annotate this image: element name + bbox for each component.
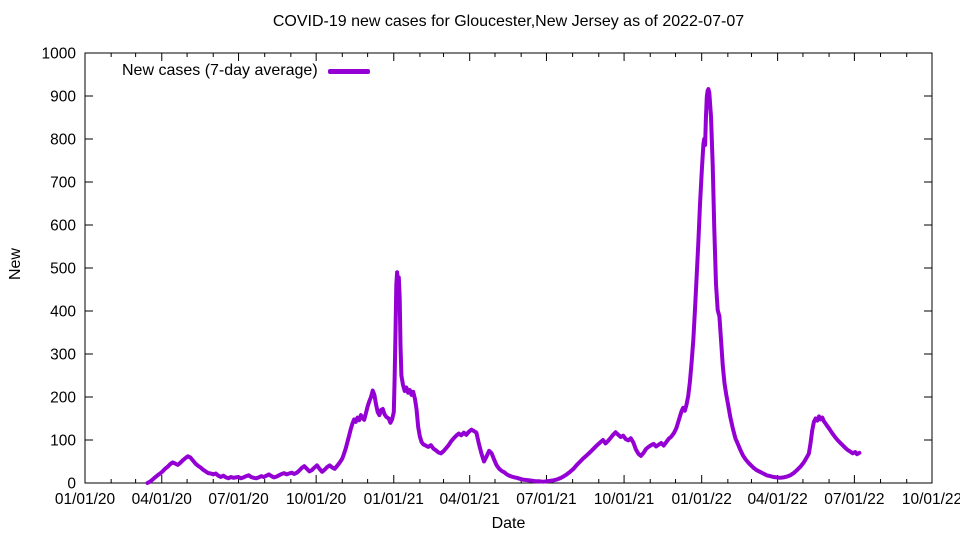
x-axis-title: Date	[491, 515, 526, 532]
x-tick-label: 04/01/20	[132, 491, 193, 508]
x-tick-label: 01/01/20	[55, 491, 116, 508]
chart-title: COVID-19 new cases for Gloucester,New Je…	[272, 13, 745, 30]
y-tick-label: 400	[50, 304, 76, 321]
x-tick-label: 01/01/22	[672, 491, 732, 508]
y-tick-label: 500	[50, 261, 76, 278]
series-line-new-cases	[145, 87, 862, 485]
x-tick-label: 01/01/21	[364, 491, 424, 508]
legend: New cases (7-day average)	[122, 62, 370, 80]
y-tick-label: 1000	[42, 46, 77, 63]
legend-line-swatch	[327, 68, 370, 74]
y-axis-title: New	[7, 248, 24, 281]
plot-border	[84, 52, 933, 484]
y-tick-label: 100	[50, 433, 76, 450]
x-tick-label: 10/01/21	[594, 491, 654, 508]
x-tick-label: 07/01/20	[208, 491, 269, 508]
x-tick-label: 04/01/21	[440, 491, 500, 508]
x-tick-label: 07/01/21	[516, 491, 576, 508]
y-tick-label: 600	[50, 218, 76, 235]
y-tick-label: 200	[50, 390, 76, 407]
y-tick-label: 800	[50, 132, 76, 149]
y-tick-label: 900	[50, 89, 76, 106]
x-tick-label: 04/01/22	[747, 491, 807, 508]
x-tick-label: 07/01/22	[824, 491, 884, 508]
y-tick-label: 300	[50, 347, 76, 364]
legend-label: New cases (7-day average)	[122, 62, 318, 79]
y-tick-label: 0	[67, 476, 76, 493]
x-tick-label: 10/01/20	[286, 491, 347, 508]
x-tick-label: 10/01/22	[902, 491, 960, 508]
y-tick-label: 700	[50, 175, 76, 192]
